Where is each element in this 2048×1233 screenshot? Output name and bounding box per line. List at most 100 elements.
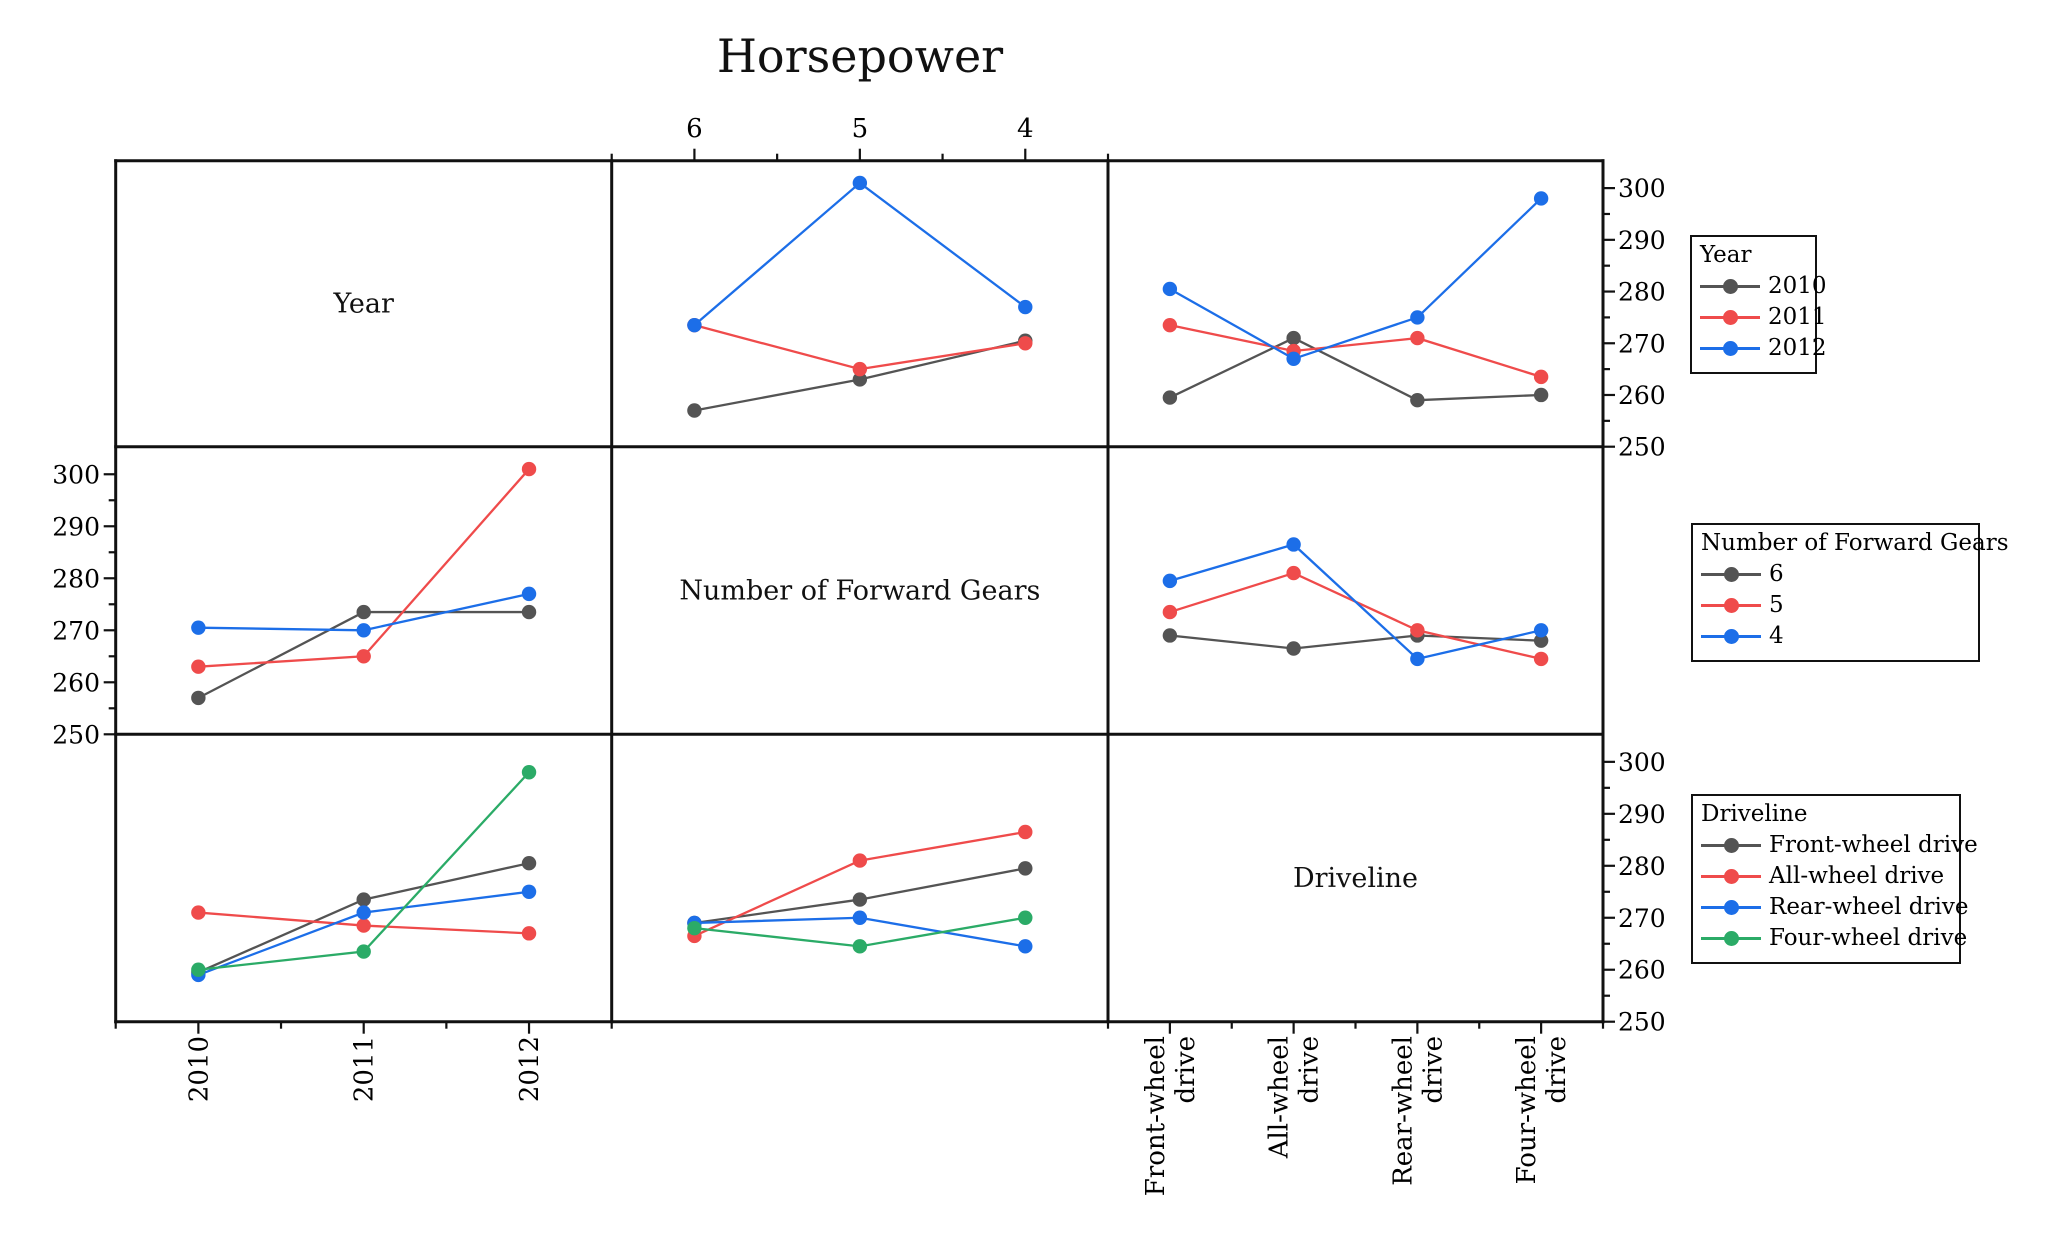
axis-bottom-col2-labels: Front-wheel drive All-wheel drive Rear-wheel… [1141, 1036, 1572, 1196]
panel-r1c1: Number of Forward Gears [679, 576, 1040, 607]
value-tick-label: 300 [52, 460, 100, 489]
axis-bottom-col0-ticks [114, 1021, 613, 1034]
panel-r2c0 [191, 765, 537, 983]
series-4 [191, 586, 537, 638]
data-point [1410, 623, 1425, 638]
x-tick-label-driveline: drive [1418, 1036, 1448, 1103]
data-point [852, 372, 868, 387]
legend-item-label: All-wheel drive [1769, 863, 1945, 889]
panel-r2c1 [687, 824, 1033, 954]
data-point [191, 905, 206, 920]
value-tick-label: 280 [1618, 852, 1666, 881]
series-2010 [1162, 330, 1549, 408]
data-point [191, 620, 206, 635]
series-line [1169, 543, 1542, 661]
x-tick-label-year: 2010 [184, 1036, 214, 1102]
series-line [1169, 571, 1542, 661]
value-tick-label: 270 [52, 616, 100, 645]
data-point [1162, 573, 1178, 589]
legend-item-label: Front-wheel drive [1769, 832, 1978, 858]
panel-r0c2 [1162, 191, 1549, 408]
data-point [1162, 628, 1178, 643]
series-line [1169, 634, 1542, 650]
series-2012 [687, 175, 1033, 333]
legend-swatch-icon [1701, 590, 1761, 621]
data-point [191, 962, 206, 977]
data-point [356, 905, 371, 920]
value-tick-label: 270 [1618, 904, 1666, 933]
data-point [1018, 824, 1033, 840]
legend-item-2011: 2011 [1700, 302, 1827, 333]
legend-item-5: 5 [1701, 590, 1970, 621]
value-tick-label: 260 [1618, 381, 1666, 410]
legend-item-label: 5 [1769, 592, 1784, 618]
legend-swatch-icon [1701, 830, 1761, 861]
data-point [356, 623, 371, 638]
grid-lines [114, 159, 1605, 1024]
top-tick-label: 4 [1017, 114, 1034, 144]
data-point [852, 892, 868, 907]
data-point [1286, 565, 1301, 581]
legend-year: Year 2010 2011 2012 [1690, 235, 1827, 374]
series-6 [191, 604, 537, 706]
data-point [1533, 191, 1549, 206]
data-point [1286, 537, 1301, 552]
legend-year-entries: 2010 2011 2012 [1700, 271, 1827, 364]
legend-item-label: 2011 [1768, 304, 1827, 330]
data-point [356, 649, 371, 664]
legend-item-front-wheel-drive: Front-wheel drive [1701, 830, 1978, 861]
series-line [1169, 197, 1542, 361]
legend-year-title: Year [1700, 242, 1752, 268]
legend-item-4: 4 [1701, 621, 1970, 652]
data-point [852, 939, 868, 954]
legend-item-2012: 2012 [1700, 333, 1827, 364]
data-point [1018, 336, 1033, 351]
panel-r2c2: Driveline [1293, 863, 1418, 894]
legend-driveline-title: Driveline [1701, 801, 1808, 827]
legend-gears-entries: 6 5 4 [1701, 559, 1970, 652]
legend-item-2010: 2010 [1700, 271, 1827, 302]
data-point [356, 918, 371, 933]
legend-item-label: 2010 [1768, 273, 1827, 299]
legend-driveline: Driveline Front-wheel drive All-wheel dri… [1691, 794, 1978, 964]
x-tick-label-year: 2012 [515, 1036, 545, 1102]
legend-item-label: Rear-wheel drive [1769, 894, 1969, 920]
axis-top-col1-ticks [610, 148, 1110, 161]
x-tick-label-driveline: Four-wheel [1512, 1036, 1542, 1184]
data-point [521, 586, 537, 602]
data-point [687, 403, 702, 418]
data-point [191, 659, 206, 674]
legend-driveline-entries: Front-wheel drive All-wheel drive Rear-whe… [1701, 830, 1978, 954]
series-2012 [1162, 191, 1549, 366]
axis-right-row2: 300 290 280 270 260 250 [1603, 748, 1666, 1037]
panel-r1c2 [1162, 537, 1549, 667]
x-tick-label-year: 2011 [350, 1036, 380, 1102]
series-line [198, 771, 530, 971]
data-point [1410, 651, 1425, 667]
data-point [687, 920, 702, 936]
legend-gears-title: Number of Forward Gears [1701, 530, 2009, 556]
legend-item-label: 6 [1769, 561, 1784, 587]
data-point [1410, 392, 1425, 408]
value-tick-label: 250 [1618, 1008, 1666, 1037]
value-tick-label: 300 [1618, 748, 1666, 777]
legend-swatch-icon [1701, 861, 1761, 892]
data-point [1162, 604, 1178, 620]
chart-title: Horsepower [716, 29, 1004, 83]
data-point [1286, 330, 1301, 346]
data-point [1533, 369, 1549, 385]
data-point [852, 910, 868, 925]
axis-top-col1-labels: 6 5 4 [686, 114, 1033, 144]
legend-item-rear-wheel-drive: Rear-wheel drive [1701, 892, 1968, 923]
data-point [852, 361, 868, 377]
series-5 [1162, 565, 1549, 667]
data-point [521, 765, 537, 780]
data-point [1018, 861, 1033, 876]
data-point [521, 884, 537, 899]
value-tick-label: 290 [1618, 800, 1666, 829]
legend-item-four-wheel-drive: Four-wheel drive [1701, 923, 1967, 954]
x-tick-label-driveline: drive [1542, 1036, 1572, 1103]
axis-right-row0: 300 290 280 270 260 250 [1603, 174, 1666, 462]
data-point [1533, 633, 1549, 648]
